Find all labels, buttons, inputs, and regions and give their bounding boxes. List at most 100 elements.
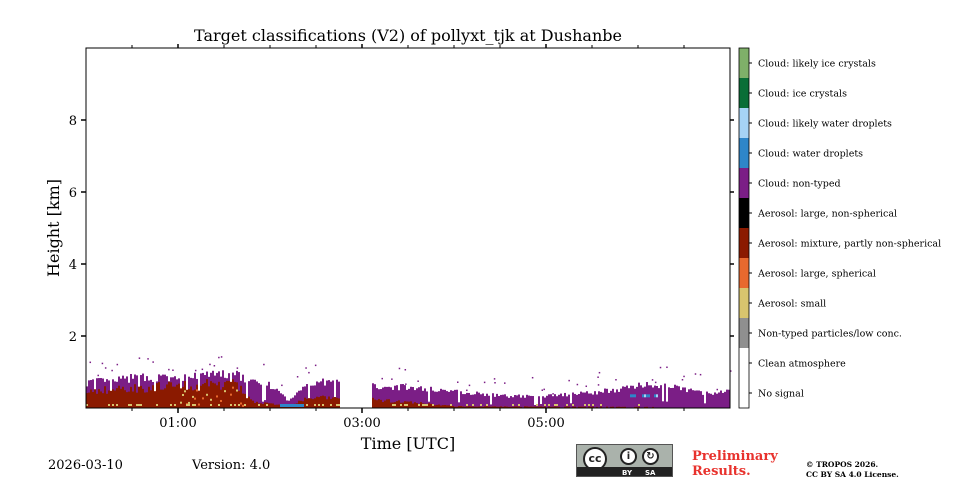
- cloud-nontyped-column: [250, 379, 252, 408]
- cc-license-badge: cc i ↻ BY SA: [576, 444, 673, 477]
- cloud-nontyped-column: [672, 387, 674, 408]
- aerosol-small-speck: [480, 404, 482, 406]
- cloud-nontyped-column: [522, 395, 524, 408]
- cloud-nontyped-speck: [541, 389, 544, 391]
- cloud-nontyped-column: [496, 393, 498, 408]
- cloud-nontyped-column: [564, 392, 566, 408]
- aerosol-mixture-column: [582, 406, 584, 408]
- cloud-nontyped-column: [312, 385, 314, 408]
- legend-entry-label: Cloud: ice crystals: [758, 89, 847, 100]
- water-droplet-speck: [642, 394, 644, 398]
- by-label: BY: [622, 469, 633, 477]
- cloud-nontyped-column: [274, 389, 276, 408]
- cloud-nontyped-column: [448, 391, 450, 408]
- y-axis-label: Height [km]: [44, 179, 63, 277]
- legend-entry-label: No signal: [758, 389, 804, 400]
- aerosol-mixture-column: [448, 405, 450, 408]
- cloud-nontyped-column: [456, 389, 458, 408]
- aerosol-small-speck: [116, 404, 118, 406]
- legend-entry-label: Clean atmosphere: [758, 359, 846, 370]
- cloud-nontyped-column: [314, 385, 316, 408]
- cloud-nontyped-column: [504, 394, 506, 408]
- aerosol-mixture-column: [538, 406, 540, 408]
- aerosol-mixture-column: [228, 380, 230, 408]
- aerosol-spherical-speck: [240, 402, 242, 405]
- aerosol-spherical-speck: [236, 389, 238, 392]
- colorbar-segment: [739, 108, 749, 138]
- cloud-nontyped-column: [318, 382, 320, 408]
- legend-entry-label: Cloud: likely water droplets: [758, 119, 892, 130]
- aerosol-mixture-column: [250, 399, 252, 408]
- cloud-nontyped-column: [416, 388, 418, 408]
- cloud-nontyped-column: [598, 391, 600, 408]
- cloud-nontyped-column: [424, 388, 426, 408]
- aerosol-mixture-column: [378, 399, 380, 408]
- water-droplet-speck: [632, 394, 634, 398]
- cloud-nontyped-speck: [694, 373, 697, 375]
- cloud-nontyped-speck: [97, 374, 99, 377]
- aerosol-mixture-column: [548, 406, 550, 408]
- cloud-nontyped-column: [402, 384, 404, 408]
- legend-entry-label: Aerosol: large, non-spherical: [757, 209, 897, 220]
- cloud-nontyped-column: [698, 390, 700, 408]
- aerosol-spherical-speck: [202, 397, 204, 400]
- aerosol-mixture-column: [588, 406, 590, 408]
- legend-entry-label: Cloud: likely ice crystals: [758, 59, 876, 70]
- aerosol-mixture-column: [450, 405, 452, 408]
- cloud-nontyped-column: [728, 389, 730, 408]
- cloud-nontyped-speck: [483, 381, 486, 384]
- cloud-nontyped-column: [498, 396, 500, 408]
- cloud-nontyped-speck: [296, 376, 299, 378]
- cloud-nontyped-column: [692, 390, 694, 408]
- aerosol-small-speck: [554, 404, 556, 406]
- aerosol-mixture-column: [468, 406, 470, 408]
- aerosol-mixture-column: [234, 381, 236, 408]
- aerosol-mixture-column: [408, 401, 410, 408]
- cloud-nontyped-column: [700, 391, 702, 408]
- aerosol-spherical-speck: [188, 401, 190, 404]
- cloud-nontyped-speck: [89, 361, 92, 364]
- aerosol-mixture-column: [612, 406, 614, 408]
- cloud-nontyped-speck: [417, 380, 419, 382]
- aerosol-spherical-speck: [230, 393, 232, 396]
- date-label: 2026-03-10: [48, 458, 123, 473]
- aerosol-mixture-column: [472, 406, 474, 408]
- cloud-nontyped-column: [562, 396, 564, 408]
- cloud-nontyped-column: [628, 388, 630, 408]
- water-droplet-speck: [302, 404, 304, 407]
- cloud-nontyped-column: [580, 391, 582, 408]
- aerosol-mixture-column: [160, 389, 162, 408]
- aerosol-mixture-column: [596, 406, 598, 408]
- cloud-nontyped-column: [572, 392, 574, 408]
- cloud-nontyped-column: [722, 392, 724, 408]
- cloud-nontyped-speck: [552, 393, 554, 395]
- cloud-nontyped-column: [664, 383, 666, 408]
- aerosol-small-speck: [86, 404, 88, 406]
- cloud-nontyped-column: [436, 391, 438, 408]
- aerosol-small-speck: [572, 404, 574, 406]
- aerosol-mixture-column: [434, 405, 436, 408]
- cloud-nontyped-column: [284, 396, 286, 408]
- aerosol-mixture-column: [114, 390, 116, 408]
- cloud-nontyped-speck: [213, 365, 216, 367]
- cloud-nontyped-column: [712, 394, 714, 408]
- cloud-nontyped-speck: [729, 370, 732, 372]
- colorbar-segment: [739, 348, 749, 378]
- aerosol-mixture-column: [430, 403, 432, 408]
- aerosol-mixture-column: [476, 406, 478, 408]
- aerosol-mixture-column: [320, 396, 322, 408]
- sa-label: SA: [645, 469, 656, 477]
- aerosol-small-speck: [170, 404, 172, 406]
- colorbar-segment: [739, 318, 749, 348]
- aerosol-mixture-column: [500, 406, 502, 408]
- aerosol-mixture-column: [634, 406, 636, 408]
- cloud-nontyped-column: [442, 389, 444, 408]
- cloud-nontyped-column: [694, 390, 696, 408]
- cloud-nontyped-column: [484, 396, 486, 408]
- cloud-nontyped-column: [270, 389, 272, 408]
- water-droplet-speck: [290, 404, 292, 407]
- aerosol-small-speck: [466, 404, 468, 406]
- cloud-nontyped-column: [476, 391, 478, 408]
- aerosol-small-speck: [418, 404, 420, 406]
- cloud-nontyped-column: [96, 378, 98, 408]
